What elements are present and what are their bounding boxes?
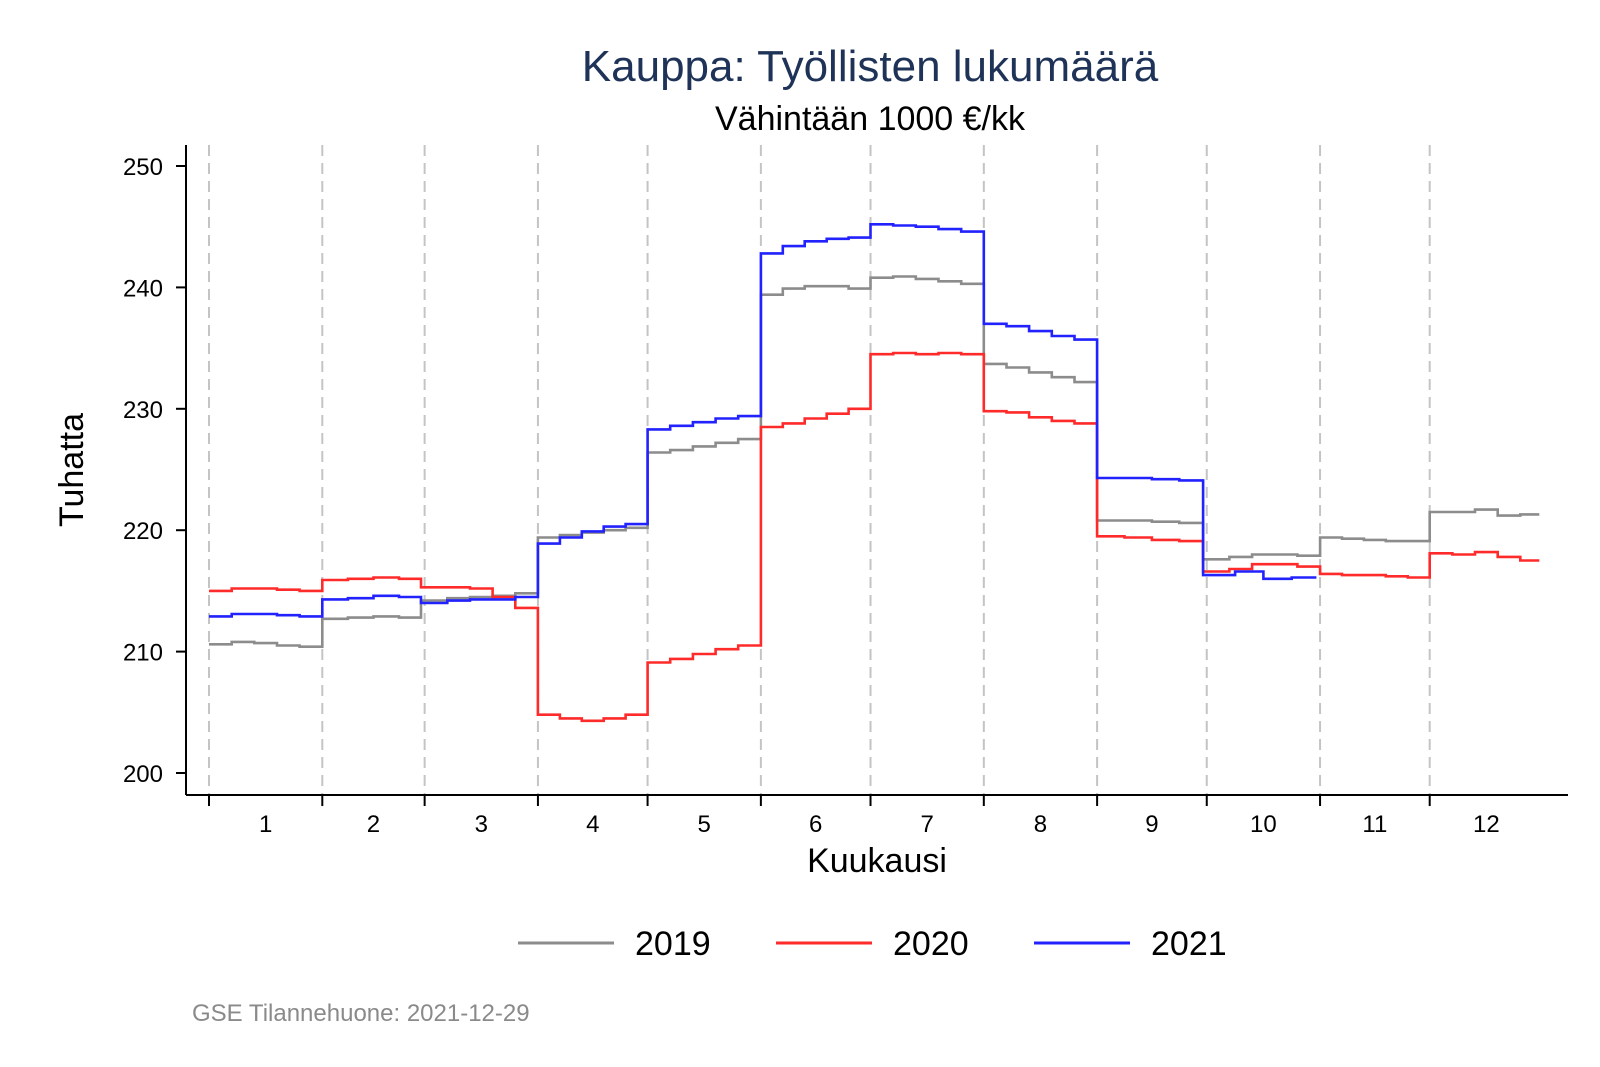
y-tick-label: 250: [123, 154, 163, 181]
y-axis-ticks: 200 210 220 230 240 250: [123, 154, 186, 788]
series-line-2019: [209, 275, 1540, 648]
series-line-2020: [209, 351, 1540, 723]
legend-label-2020: 2020: [893, 925, 969, 963]
chart-subtitle: Vähintään 1000 €/kk: [715, 100, 1026, 138]
x-tick-label: 2: [367, 811, 380, 838]
x-tick-label: 6: [809, 811, 822, 838]
legend-label-2021: 2021: [1151, 925, 1227, 963]
x-tick-label: 12: [1473, 811, 1500, 838]
x-tick-label: 3: [475, 811, 488, 838]
legend-item-2020: 2020: [776, 925, 969, 963]
x-tick-label: 5: [698, 811, 711, 838]
legend: 2019 2020 2021: [518, 925, 1227, 963]
y-tick-label: 240: [123, 275, 163, 302]
x-tick-label: 11: [1362, 811, 1387, 838]
x-axis-title: Kuukausi: [807, 842, 947, 880]
y-tick-label: 220: [123, 518, 163, 545]
y-axis-title: Tuhatta: [53, 413, 91, 527]
x-tick-label: 8: [1034, 811, 1047, 838]
legend-item-2021: 2021: [1034, 925, 1227, 963]
y-tick-label: 230: [123, 397, 163, 424]
chart-title: Kauppa: Työllisten lukumäärä: [582, 42, 1159, 91]
legend-label-2019: 2019: [635, 925, 711, 963]
legend-item-2019: 2019: [518, 925, 711, 963]
series-line-2021: [209, 223, 1317, 618]
y-tick-label: 200: [123, 761, 163, 788]
x-tick-label: 1: [259, 811, 272, 838]
x-tick-label: 10: [1250, 811, 1277, 838]
source-footnote: GSE Tilannehuone: 2021-12-29: [192, 1000, 530, 1027]
series-lines: [209, 223, 1540, 723]
y-tick-label: 210: [123, 640, 163, 667]
x-axis-ticks: 1 2 3 4 5 6 7 8 9 10 11 12: [208, 795, 1500, 838]
x-tick-label: 7: [920, 811, 933, 838]
x-tick-label: 4: [586, 811, 599, 838]
x-tick-label: 9: [1145, 811, 1158, 838]
